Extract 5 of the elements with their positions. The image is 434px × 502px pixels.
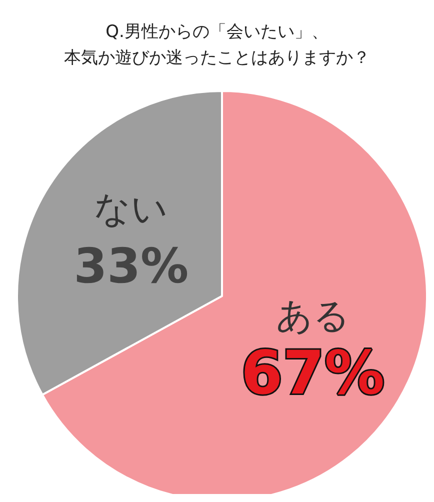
data-label: 67% xyxy=(240,338,385,409)
data-label: 33% xyxy=(74,238,189,294)
slice-label: ない xyxy=(94,188,168,230)
chart-title: Q.男性からの「会いたい」、本気か遊びか迷ったことはありますか？ xyxy=(64,22,370,68)
slice-label: ある xyxy=(276,296,350,338)
